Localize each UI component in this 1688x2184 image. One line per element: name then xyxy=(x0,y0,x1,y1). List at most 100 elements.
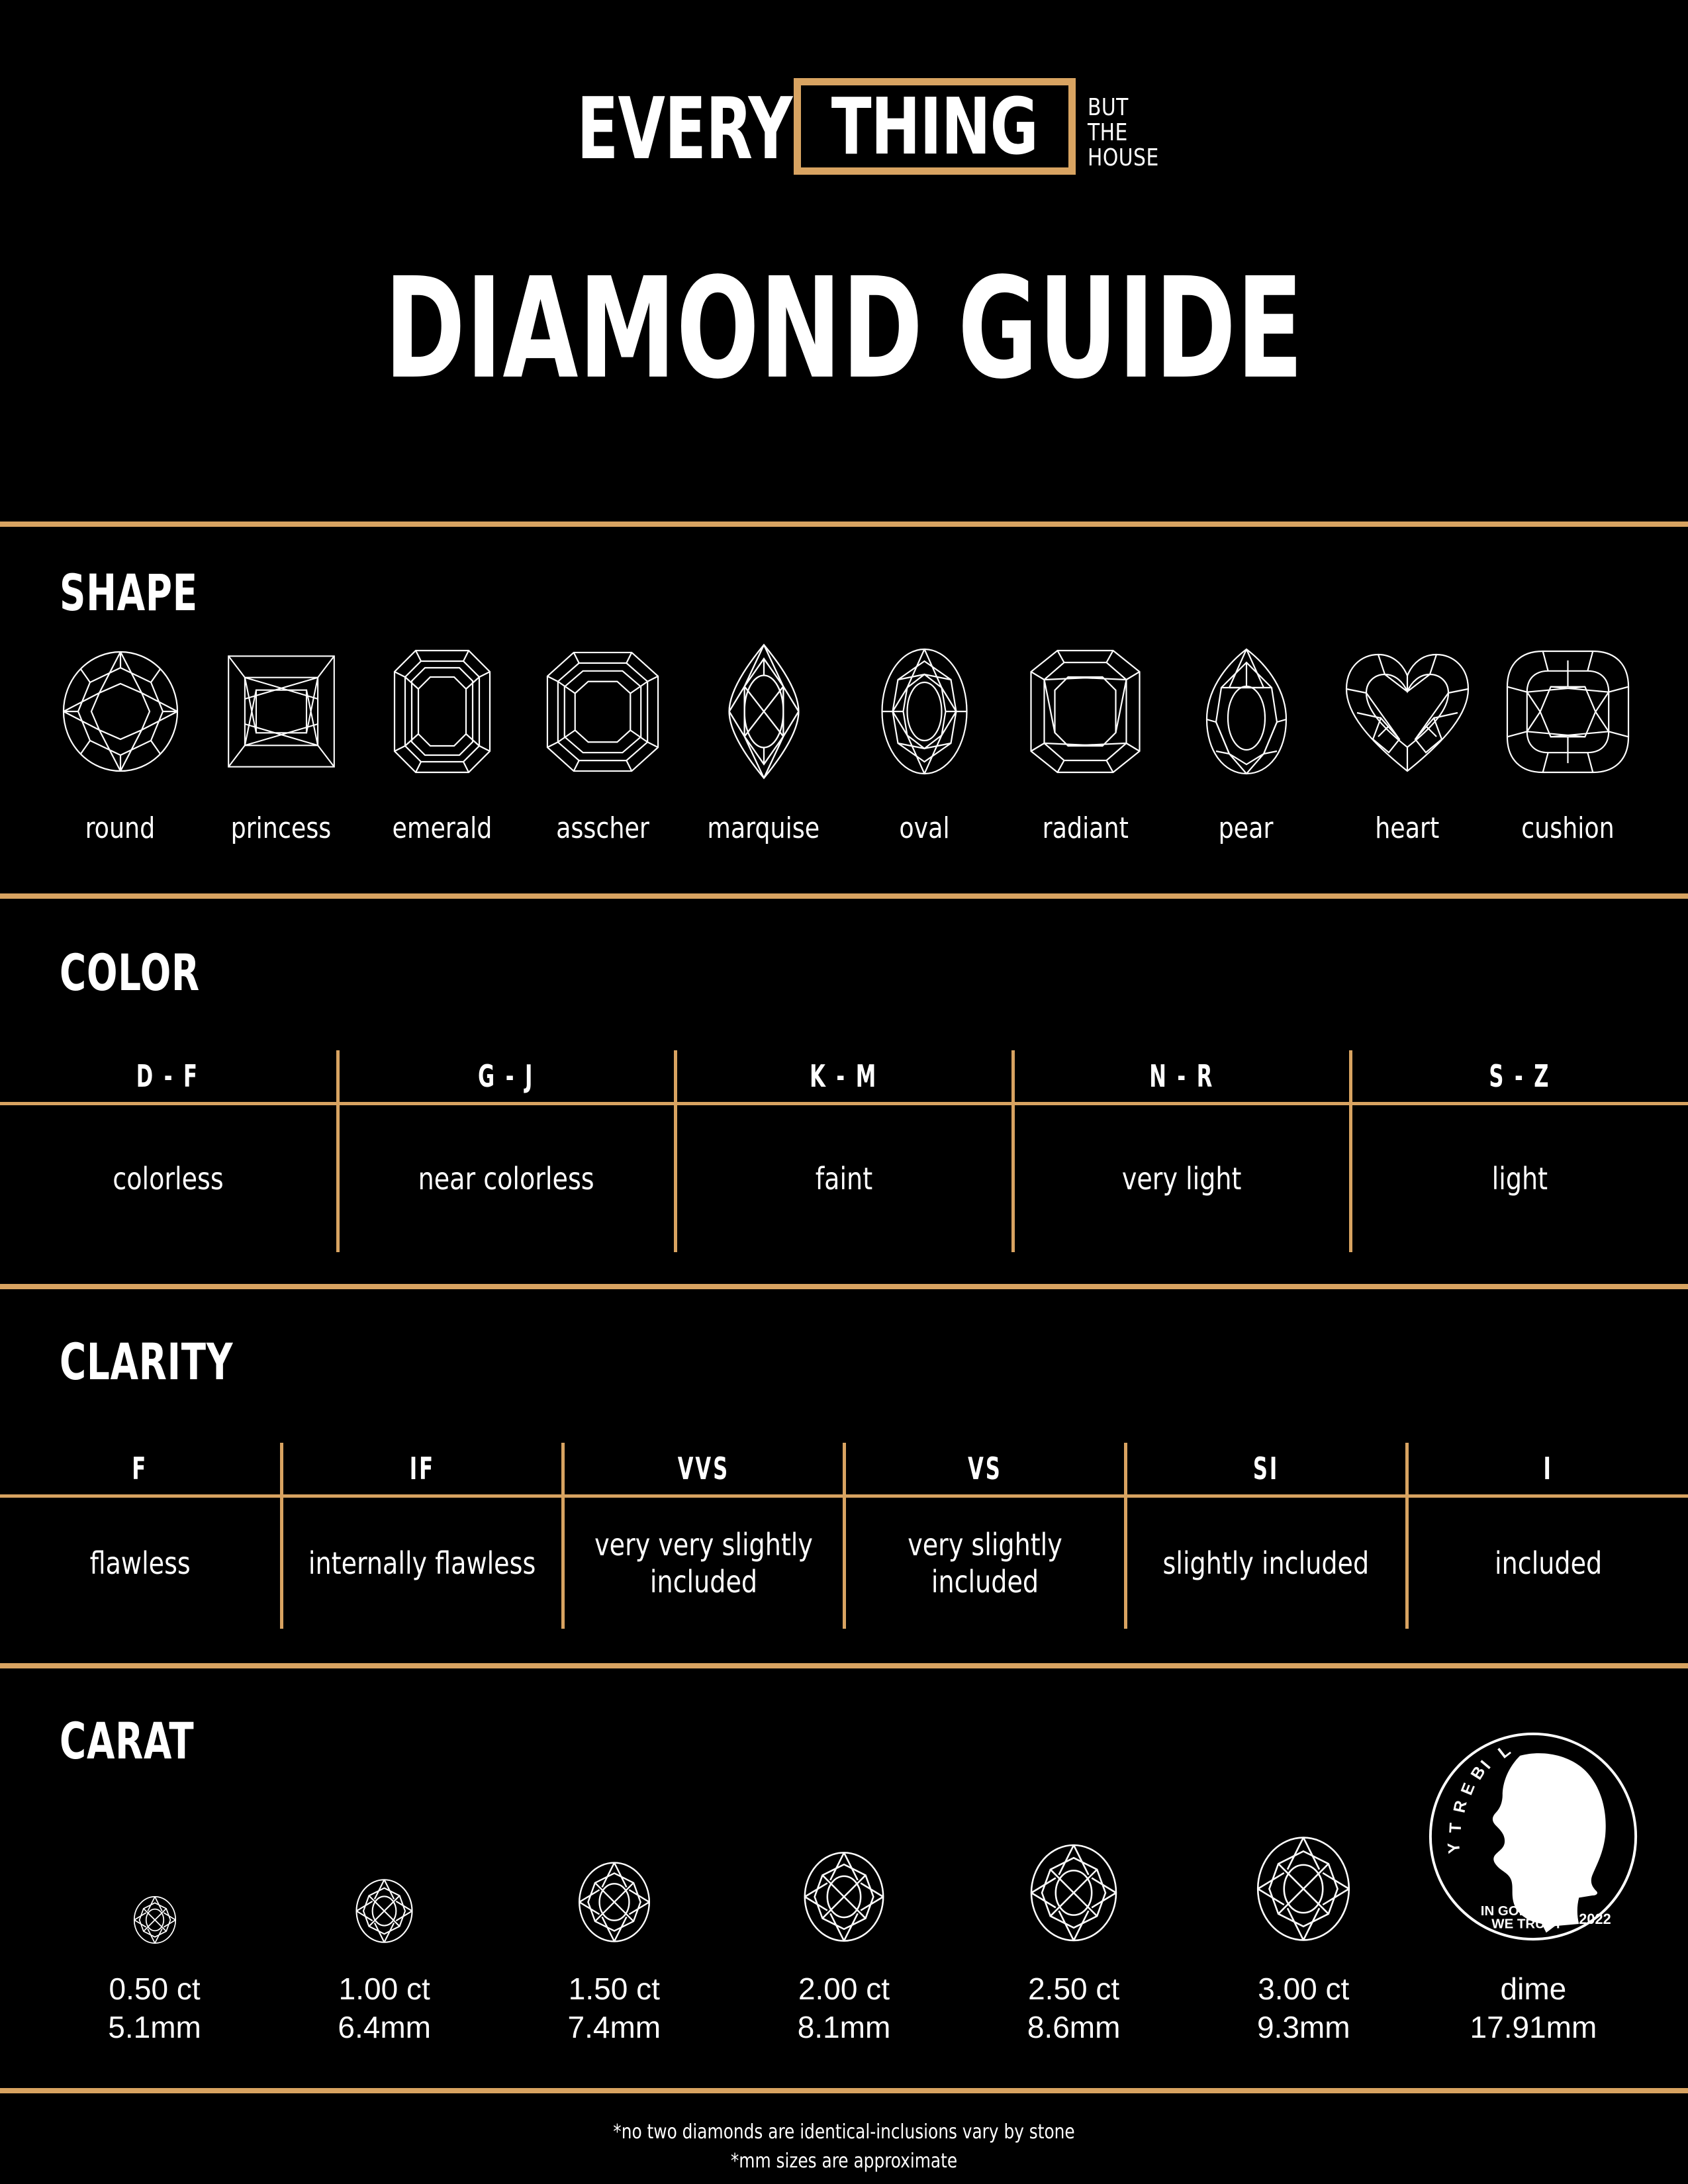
clarity-table: F IF VVS VS SI I flawless internally fla… xyxy=(0,1443,1688,1629)
carat-item-150: 1.50 ct 7.4mm xyxy=(499,1727,729,2046)
carat-label: 2.50 ct 8.6mm xyxy=(1027,1970,1121,2046)
logo-box: THING xyxy=(793,78,1076,175)
carat-weight: 1.00 ct xyxy=(338,1972,430,2006)
clarity-desc-cell: flawless xyxy=(0,1494,283,1629)
clarity-table-body-row: flawless internally flawless very very s… xyxy=(0,1494,1688,1629)
carat-item-250: 2.50 ct 8.6mm xyxy=(959,1727,1189,2046)
svg-text:Y: Y xyxy=(1444,1841,1464,1854)
divider-color-clarity xyxy=(0,1284,1688,1289)
shape-label: cushion xyxy=(1521,811,1615,845)
carat-weight: 2.00 ct xyxy=(798,1972,890,2006)
svg-text:IN GOD: IN GOD xyxy=(1481,1903,1529,1919)
color-desc-cell: near colorless xyxy=(336,1102,677,1252)
shape-label: princess xyxy=(230,811,332,845)
pear-diamond-icon xyxy=(1200,635,1293,788)
shape-item-cushion: cushion xyxy=(1487,635,1648,844)
shape-label: oval xyxy=(899,811,950,845)
clarity-table-header-row: F IF VVS VS SI I xyxy=(0,1443,1688,1498)
round-diamond-icon xyxy=(1021,1727,1127,1950)
color-desc-cell: very light xyxy=(1011,1102,1352,1252)
shape-row: round princess xyxy=(40,635,1648,844)
shape-label: asscher xyxy=(556,811,649,845)
logo-tagline-the: THE xyxy=(1087,119,1128,146)
color-grade-cell: N - R xyxy=(1011,1050,1352,1105)
clarity-desc-cell: slightly included xyxy=(1123,1494,1409,1629)
carat-label: 2.00 ct 8.1mm xyxy=(798,1970,891,2046)
carat-row: 0.50 ct 5.1mm 1.00 ct 6.4mm xyxy=(40,1727,1648,2046)
section-heading-shape: SHAPE xyxy=(60,563,198,622)
shape-item-emerald: emerald xyxy=(361,635,522,844)
shape-item-oval: oval xyxy=(844,635,1005,844)
color-grade-cell: S - Z xyxy=(1348,1050,1688,1105)
clarity-desc-cell: very very slightly included xyxy=(561,1494,846,1629)
clarity-desc-cell: internally flawless xyxy=(279,1494,565,1629)
round-diamond-icon xyxy=(1246,1727,1360,1950)
round-diamond-icon xyxy=(571,1727,658,1950)
shape-label: emerald xyxy=(392,811,492,845)
marquise-diamond-icon xyxy=(721,635,807,788)
logo-tagline-house: HOUSE xyxy=(1087,144,1159,171)
carat-weight: 2.50 ct xyxy=(1028,1972,1120,2006)
shape-label: marquise xyxy=(707,811,820,845)
shape-item-radiant: radiant xyxy=(1005,635,1166,844)
oval-diamond-icon xyxy=(876,635,972,788)
round-diamond-icon xyxy=(350,1727,419,1950)
carat-size: 5.1mm xyxy=(108,2010,201,2044)
carat-weight: 0.50 ct xyxy=(109,1972,201,2006)
color-desc-cell: colorless xyxy=(0,1102,340,1252)
carat-item-200: 2.00 ct 8.1mm xyxy=(729,1727,959,2046)
carat-weight: 3.00 ct xyxy=(1258,1972,1350,2006)
color-table-header-row: D - F G - J K - M N - R S - Z xyxy=(0,1050,1688,1105)
emerald-diamond-icon xyxy=(389,635,495,788)
carat-label: 0.50 ct 5.1mm xyxy=(108,1970,201,2046)
logo-word-every: EVERY xyxy=(577,80,793,179)
carat-item-050: 0.50 ct 5.1mm xyxy=(40,1727,269,2046)
svg-text:E: E xyxy=(1458,1780,1479,1797)
round-diamond-icon xyxy=(54,635,187,788)
radiant-diamond-icon xyxy=(1024,635,1147,788)
shape-item-marquise: marquise xyxy=(683,635,844,844)
shape-item-princess: princess xyxy=(201,635,361,844)
divider-footer xyxy=(0,2088,1688,2093)
carat-label: 1.00 ct 6.4mm xyxy=(338,1970,431,2046)
round-diamond-icon xyxy=(129,1727,181,1950)
divider-clarity-carat xyxy=(0,1663,1688,1668)
shape-item-round: round xyxy=(40,635,201,844)
svg-text:L: L xyxy=(1495,1741,1515,1762)
carat-weight: 1.50 ct xyxy=(568,1972,660,2006)
color-desc-cell: faint xyxy=(673,1102,1015,1252)
color-desc-cell: light xyxy=(1348,1102,1688,1252)
carat-label: 3.00 ct 9.3mm xyxy=(1257,1970,1350,2046)
carat-item-dime: L I B E R T Y IN GOD WE TRUST 2022 xyxy=(1419,1727,1648,2046)
carat-size: 7.4mm xyxy=(567,2010,661,2044)
carat-label: 1.50 ct 7.4mm xyxy=(568,1970,661,2046)
logo-tagline-but: BUT xyxy=(1087,94,1129,121)
shape-label: pear xyxy=(1219,811,1274,845)
shape-label: radiant xyxy=(1042,811,1129,845)
carat-weight: dime xyxy=(1500,1972,1567,2006)
svg-text:R: R xyxy=(1450,1798,1471,1815)
shape-item-heart: heart xyxy=(1327,635,1487,844)
svg-text:2022: 2022 xyxy=(1579,1911,1611,1927)
cushion-diamond-icon xyxy=(1503,635,1632,788)
page-title: DIAMOND GUIDE xyxy=(384,248,1304,410)
logo-word-thing: THING xyxy=(831,81,1039,172)
color-grade-cell: G - J xyxy=(336,1050,677,1105)
footnote-mm-sizes: *mm sizes are approximate xyxy=(730,2150,958,2173)
carat-size: 9.3mm xyxy=(1256,2010,1350,2044)
clarity-grade-cell: F xyxy=(0,1443,283,1498)
clarity-grade-cell: VS xyxy=(842,1443,1127,1498)
section-heading-clarity: CLARITY xyxy=(60,1332,234,1391)
section-heading-color: COLOR xyxy=(60,943,200,1002)
dime-coin-icon: L I B E R T Y IN GOD WE TRUST 2022 xyxy=(1424,1727,1642,1950)
carat-size: 8.1mm xyxy=(797,2010,891,2044)
carat-label: dime 17.91mm xyxy=(1470,1970,1597,2046)
shape-label: round xyxy=(85,811,156,845)
carat-item-100: 1.00 ct 6.4mm xyxy=(269,1727,499,2046)
carat-size: 17.91mm xyxy=(1470,2010,1597,2044)
logo-tagline: BUT THE HOUSE xyxy=(1088,78,1159,175)
princess-diamond-icon xyxy=(218,635,344,788)
color-table: D - F G - J K - M N - R S - Z colorless … xyxy=(0,1050,1688,1252)
svg-text:WE TRUST: WE TRUST xyxy=(1492,1917,1563,1932)
color-table-body-row: colorless near colorless faint very ligh… xyxy=(0,1102,1688,1252)
